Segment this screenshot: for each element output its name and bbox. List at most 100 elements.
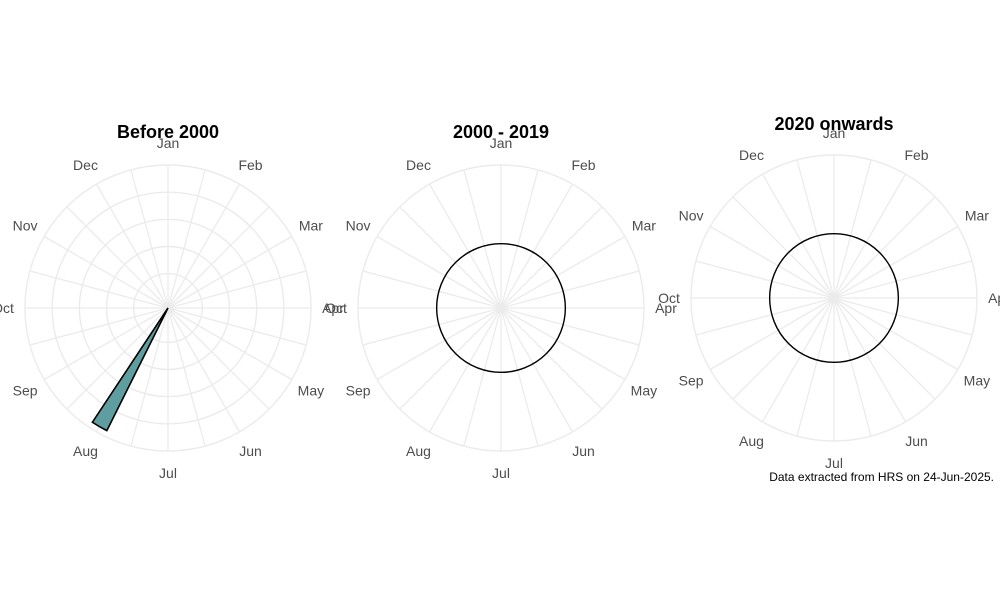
grid-spoke: [709, 297, 835, 371]
month-label-aug: Aug: [73, 443, 98, 459]
grid-spoke: [833, 159, 872, 299]
month-label-apr: Apr: [655, 300, 677, 316]
grid-spoke: [43, 235, 169, 309]
grid-spoke: [167, 307, 270, 410]
panel-title: 2000 - 2019: [453, 122, 549, 142]
grid-spoke: [796, 297, 835, 437]
grid-spoke: [500, 307, 603, 410]
grid-spoke: [500, 307, 640, 346]
month-label-jan: Jan: [823, 125, 846, 141]
month-label-sep: Sep: [679, 373, 704, 389]
month-label-jan: Jan: [490, 135, 513, 151]
grid-ring: [357, 164, 645, 452]
month-label-sep: Sep: [346, 383, 371, 399]
bar-aug: [91, 307, 169, 432]
grid-spoke: [833, 297, 936, 400]
panel-2: Jan Feb Mar Apr May Jun Jul Aug Sep Oct Nov Dec 2000…: [325, 122, 677, 481]
month-label-mar: Mar: [299, 218, 323, 234]
grid-spoke: [362, 307, 502, 346]
grid-spoke: [167, 235, 293, 309]
grid-spoke: [130, 307, 169, 447]
month-label-jan: Jan: [157, 135, 180, 151]
grid-spoke: [500, 307, 574, 433]
month-label-jul: Jul: [492, 465, 510, 481]
month-label-mar: Mar: [965, 208, 989, 224]
grid-spoke: [761, 173, 835, 299]
grid-spoke: [732, 196, 835, 299]
grid-spoke: [500, 169, 539, 309]
grid-spoke: [761, 297, 835, 423]
grid-spoke: [376, 307, 502, 381]
month-label-sep: Sep: [13, 383, 38, 399]
grid-spoke: [796, 159, 835, 299]
month-label-jul: Jul: [825, 455, 843, 471]
month-label-nov: Nov: [346, 218, 371, 234]
grid-ring: [132, 272, 204, 344]
grid-spoke: [833, 173, 907, 299]
grid-spoke: [833, 297, 959, 371]
grid-spoke: [463, 307, 502, 447]
grid-spoke: [500, 307, 539, 447]
month-label-nov: Nov: [679, 208, 704, 224]
panel-title: Before 2000: [117, 122, 219, 142]
grid-spoke: [500, 270, 640, 309]
grid-spoke: [709, 225, 835, 299]
data-source-caption: Data extracted from HRS on 24-Jun-2025.: [769, 470, 994, 484]
month-label-dec: Dec: [406, 157, 431, 173]
grid-spoke: [66, 307, 169, 410]
grid-ring: [51, 191, 285, 425]
grid-ring: [690, 154, 978, 442]
grid-spoke: [66, 206, 169, 309]
grid-spoke: [833, 260, 973, 299]
month-label-may: May: [631, 383, 657, 399]
grid-ring: [24, 164, 312, 452]
month-label-jun: Jun: [572, 443, 595, 459]
baseline-circle: [768, 232, 900, 364]
grid-spoke: [167, 307, 206, 447]
month-label-mar: Mar: [632, 218, 656, 234]
grid-ring: [105, 245, 231, 371]
month-label-may: May: [298, 383, 324, 399]
grid-spoke: [399, 307, 502, 410]
grid-spoke: [43, 307, 169, 381]
grid-spoke: [376, 235, 502, 309]
month-label-may: May: [964, 373, 990, 389]
grid-spoke: [500, 206, 603, 309]
month-label-feb: Feb: [904, 147, 928, 163]
grid-spoke: [732, 297, 835, 400]
month-label-apr: Apr: [322, 300, 344, 316]
grid-spoke: [167, 307, 307, 346]
grid-spoke: [167, 206, 270, 309]
grid-spoke: [428, 307, 502, 433]
grid-spoke: [29, 270, 169, 309]
grid-spoke: [500, 307, 626, 381]
baseline-circle: [435, 242, 567, 374]
panel-1: Jan Feb Mar Apr May Jun Jul Aug Sep Oct Nov Dec Befo…: [0, 122, 344, 481]
grid-spoke: [833, 225, 959, 299]
grid-spoke: [95, 183, 169, 309]
month-label-nov: Nov: [13, 218, 38, 234]
grid-spoke: [428, 183, 502, 309]
grid-spoke: [833, 297, 973, 336]
grid-spoke: [167, 270, 307, 309]
grid-spoke: [695, 297, 835, 336]
grid-spoke: [833, 196, 936, 299]
month-label-jul: Jul: [159, 465, 177, 481]
grid-spoke: [29, 307, 169, 346]
month-label-oct: Oct: [658, 290, 680, 306]
grid-spoke: [500, 235, 626, 309]
grid-spoke: [167, 169, 206, 309]
month-label-oct: Oct: [0, 300, 14, 316]
grid-spoke: [399, 206, 502, 309]
grid-spoke: [695, 260, 835, 299]
month-label-feb: Feb: [571, 157, 595, 173]
grid-spoke: [167, 307, 293, 381]
grid-spoke: [167, 307, 241, 433]
month-label-jun: Jun: [905, 433, 928, 449]
grid-spoke: [833, 297, 872, 437]
month-label-dec: Dec: [739, 147, 764, 163]
grid-spoke: [463, 169, 502, 309]
month-label-dec: Dec: [73, 157, 98, 173]
month-label-feb: Feb: [238, 157, 262, 173]
